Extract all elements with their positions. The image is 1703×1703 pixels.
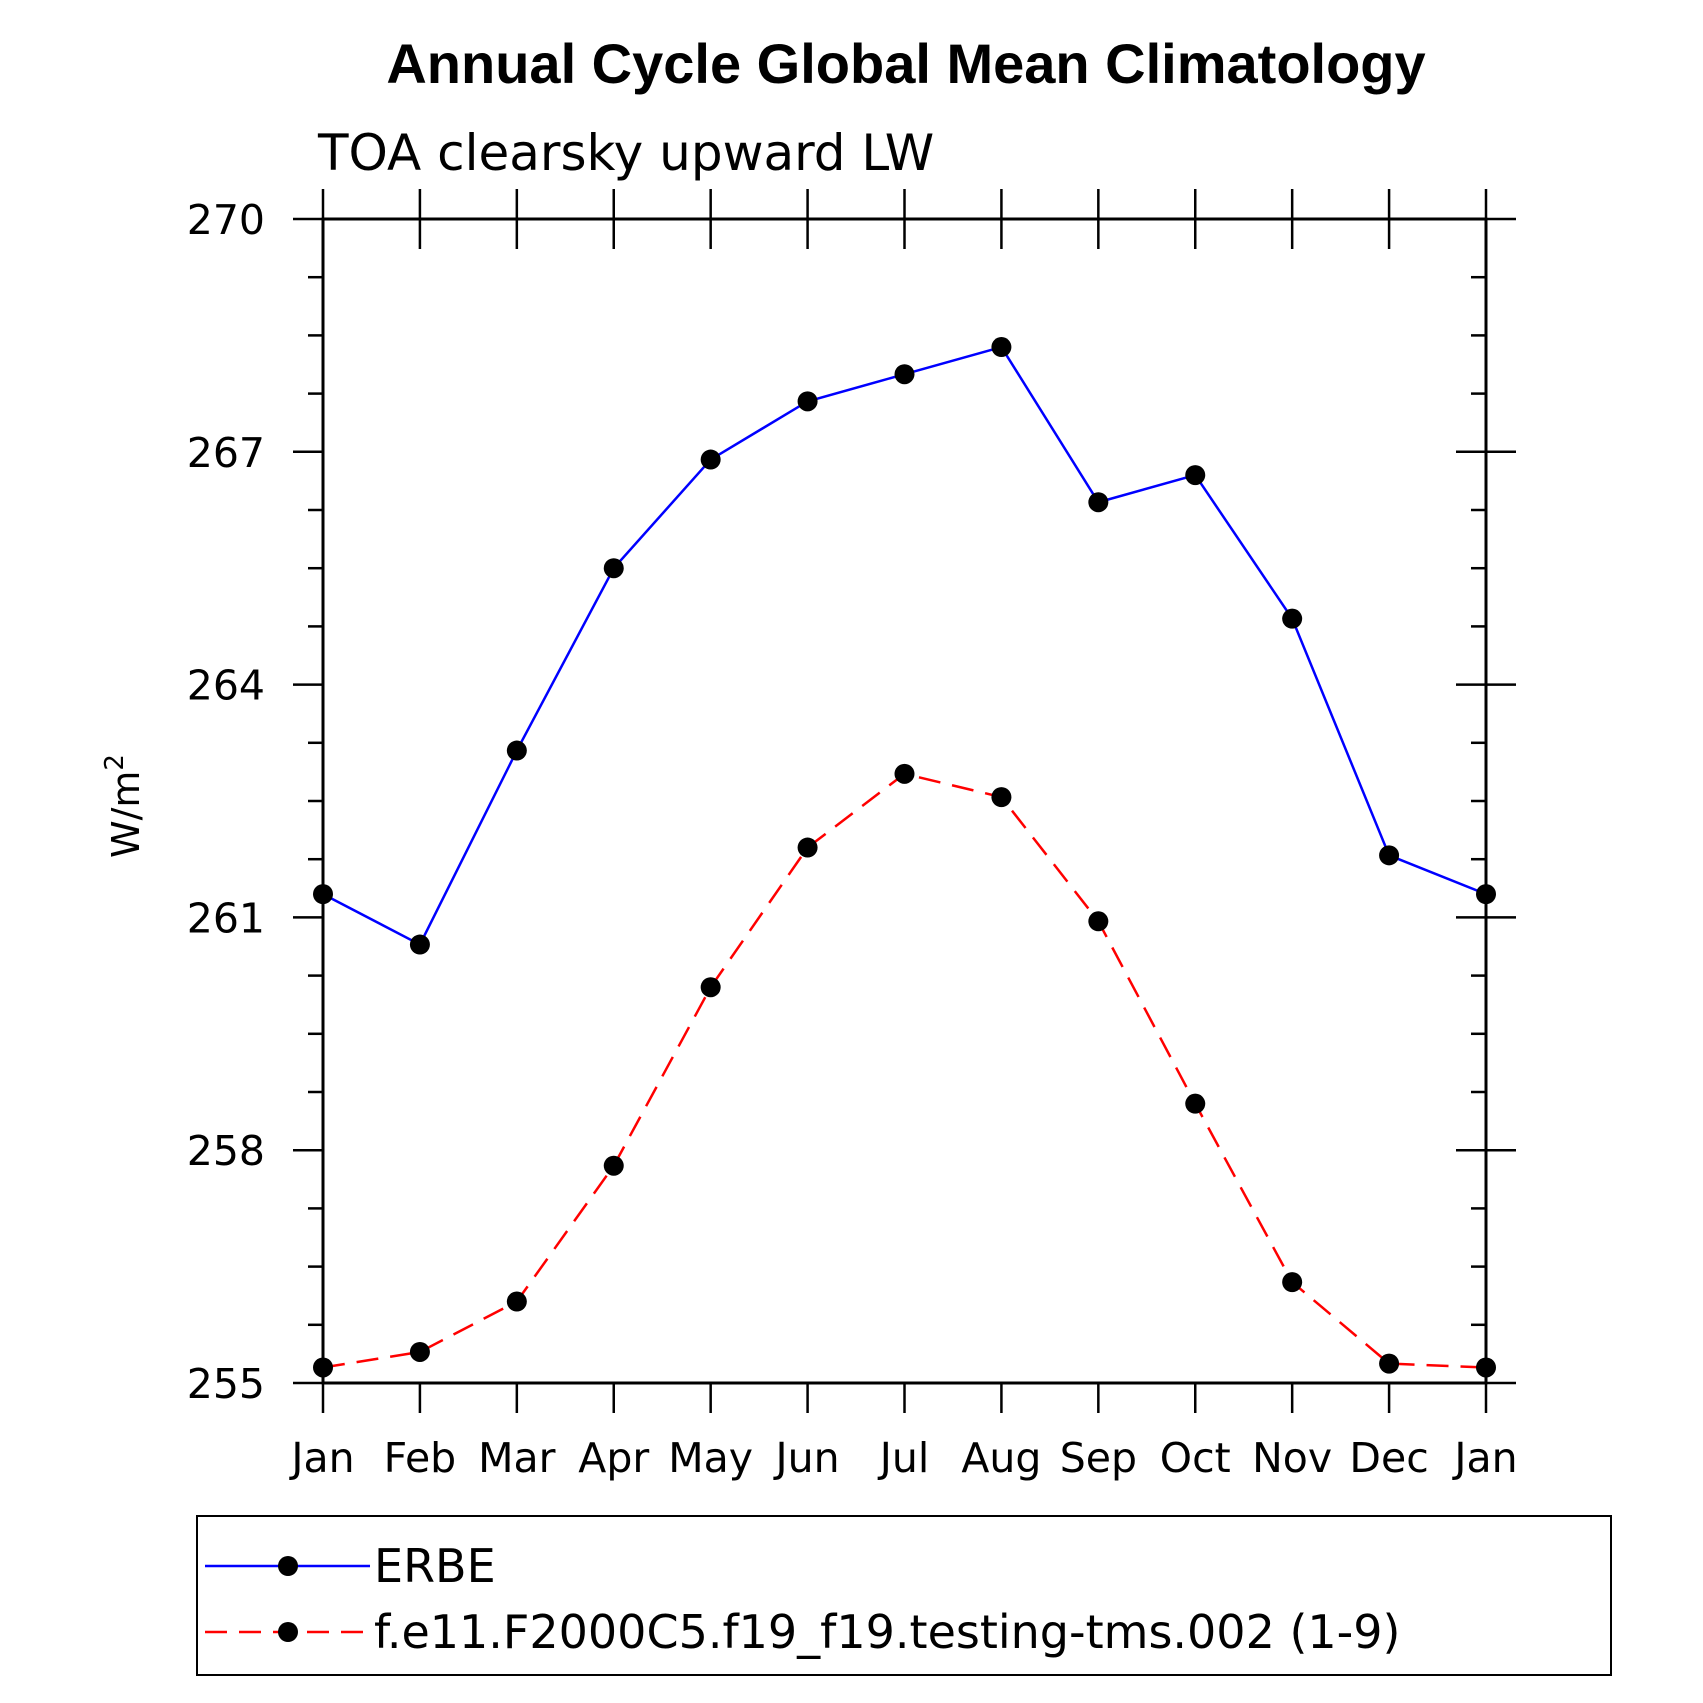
series-2-point [700, 977, 721, 998]
y-tick-label: 264 [187, 662, 265, 710]
legend-marker-2 [278, 1622, 298, 1642]
y-tick-label: 270 [187, 196, 265, 244]
series-1-point [506, 740, 527, 761]
series-1-point [1476, 884, 1496, 905]
x-tick-label: Apr [578, 1434, 649, 1482]
x-tick-label: Jul [877, 1434, 929, 1482]
series-2-point [797, 837, 818, 858]
series-1-point [603, 558, 624, 579]
plot-series [313, 337, 1496, 1378]
series-2-point [1476, 1357, 1496, 1378]
y-tick-label: 261 [187, 894, 265, 942]
y-tick-label: 255 [187, 1360, 265, 1408]
x-tick-label: Feb [384, 1434, 457, 1482]
x-tick-label: Jan [288, 1434, 354, 1482]
chart-title: Annual Cycle Global Mean Climatology [386, 32, 1425, 95]
series-line-1 [322, 345, 1487, 947]
y-axis-label-text: W/m [104, 771, 148, 858]
y-tick-label: 267 [187, 429, 265, 477]
series-1-point [991, 337, 1012, 358]
series-1-point [894, 364, 915, 385]
y-tick-label: 258 [187, 1127, 265, 1175]
series-2-point [313, 1357, 333, 1378]
x-tick-label: Jun [773, 1434, 840, 1482]
svg-text:W/m2: W/m2 [100, 754, 148, 858]
y-axis-label: W/m2 [100, 754, 148, 858]
series-2-point [506, 1291, 527, 1312]
series-2-point [1088, 911, 1109, 932]
legend-box [196, 1515, 1612, 1676]
series-2-point [603, 1155, 624, 1176]
plot-frame [321, 217, 1488, 1385]
series-1-point [797, 391, 818, 412]
series-1-point [313, 884, 333, 905]
series-line-2 [322, 772, 1487, 1369]
x-tick-label: Aug [961, 1434, 1041, 1482]
x-tick-label: Dec [1349, 1434, 1428, 1482]
legend-label-2: f.e11.F2000C5.f19_f19.testing-tms.002 (1… [374, 1605, 1401, 1659]
legend-label-1: ERBE [374, 1539, 496, 1593]
series-2-point [1185, 1093, 1206, 1114]
x-tick-label: Nov [1252, 1434, 1332, 1482]
legend: ERBE f.e11.F2000C5.f19_f19.testing-tms.00… [196, 1515, 1612, 1676]
series-2-point [894, 763, 915, 784]
series-1-point [1088, 492, 1109, 513]
x-tick-label: Jan [1451, 1434, 1517, 1482]
series-2-point [1282, 1272, 1303, 1293]
series-1-point [409, 934, 430, 955]
legend-marker-1 [278, 1556, 298, 1576]
x-tick-label: May [668, 1434, 753, 1482]
series-1-point [1185, 465, 1206, 486]
x-tick-label: Oct [1160, 1434, 1231, 1482]
series-2-point [1379, 1353, 1400, 1374]
x-tick-label: Mar [478, 1434, 555, 1482]
series-1-point [1379, 845, 1400, 866]
axes: 255 258 261 264 267 270 Jan Feb Mar Apr May Jun Jul A… [187, 189, 1518, 1482]
chart-subtitle: TOA clearsky upward LW [317, 124, 934, 182]
series-1-point [700, 449, 721, 470]
y-axis-label-superscript: 2 [100, 754, 130, 771]
series-2-point [409, 1341, 430, 1362]
x-tick-label: Sep [1060, 1434, 1137, 1482]
series-2-point [991, 787, 1012, 808]
series-1-point [1282, 608, 1303, 629]
